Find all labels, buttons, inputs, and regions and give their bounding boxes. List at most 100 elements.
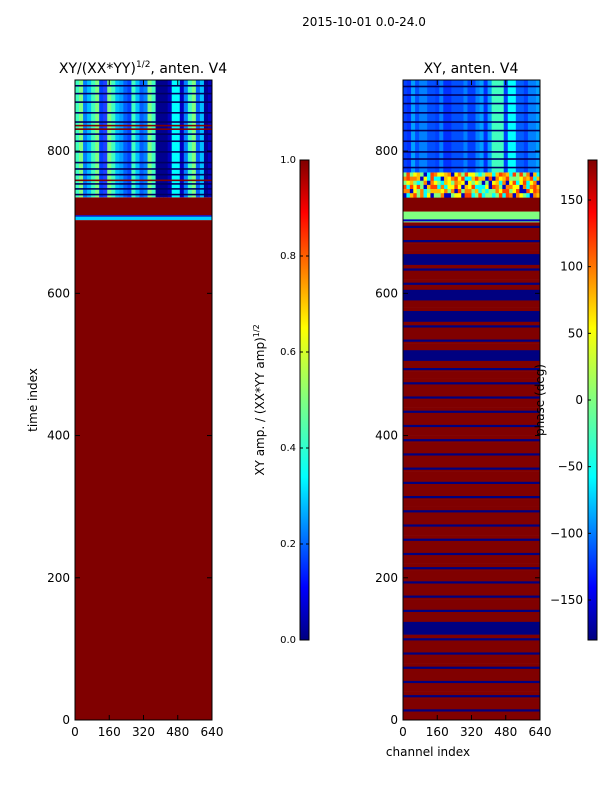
right-mixed-cell — [447, 176, 452, 182]
cb-tick-label: 150 — [560, 193, 583, 207]
right-mixed-cell — [409, 193, 414, 198]
right-upper-strip — [495, 80, 501, 173]
right-xlabel: channel index — [386, 745, 470, 759]
right-mixed-cell — [522, 176, 527, 182]
right-mixed-cell — [457, 193, 462, 198]
right-upper-strip — [447, 80, 452, 173]
right-mixed-cell — [529, 189, 534, 194]
left-upper-line — [75, 84, 212, 87]
right-mixed-cell — [492, 172, 496, 177]
right-mixed-cell — [536, 193, 541, 198]
right-mixed-cell — [468, 180, 472, 186]
right-mixed-cell — [437, 176, 441, 182]
x-tick-label: 0 — [71, 725, 79, 739]
right-mixed-cell — [461, 193, 465, 198]
right-band-line — [403, 524, 540, 527]
right-upper-line — [403, 121, 540, 123]
right-band — [403, 300, 540, 308]
right-mixed-cell — [416, 180, 421, 186]
right-band — [403, 456, 540, 465]
right-band — [403, 328, 540, 337]
right-band — [403, 243, 540, 251]
right-mixed-cell — [498, 180, 503, 186]
right-mixed-cell — [498, 176, 503, 182]
left-upper-strip — [163, 80, 169, 198]
right-mixed-cell — [423, 180, 428, 186]
right-mixed-cell — [478, 189, 483, 194]
right-mixed-cell — [509, 176, 513, 182]
right-mixed-cell — [478, 193, 483, 198]
cb-tick-label: −100 — [550, 526, 583, 540]
right-mixed-cell — [468, 193, 472, 198]
cb-tick-label: 0.6 — [280, 347, 296, 358]
right-mixed-cell — [474, 172, 479, 177]
left-region-middle — [75, 197, 212, 216]
right-band — [403, 385, 540, 394]
right-mixed-cell — [516, 180, 520, 186]
left-upper-line — [75, 188, 212, 190]
right-mixed-cell — [409, 184, 414, 190]
right-band — [403, 528, 540, 536]
right-mixed-cell — [519, 176, 524, 182]
right-mixed-cell — [433, 189, 438, 194]
cb-tick-label: 0.4 — [280, 443, 296, 454]
right-mixed-cell — [516, 193, 520, 198]
right-mixed-cell — [433, 180, 438, 186]
right-mixed-cell — [447, 189, 452, 194]
right-band — [403, 485, 540, 493]
right-mixed-cell — [403, 193, 407, 198]
right-mixed-cell — [420, 172, 424, 177]
left-upper-strip — [75, 80, 80, 198]
left-upper-strip — [139, 80, 144, 198]
right-mixed-cell — [509, 189, 513, 194]
right-mixed-cell — [464, 189, 469, 194]
right-band — [403, 599, 540, 607]
left-upper-strip — [191, 80, 197, 198]
right-mixed-cell — [430, 180, 435, 186]
right-mixed-cell — [516, 184, 520, 190]
right-mixed-cell — [498, 189, 503, 194]
right-mixed-cell — [420, 189, 424, 194]
right-mixed-cell — [457, 184, 462, 190]
right-mixed-cell — [485, 184, 489, 190]
y-tick-label: 0 — [62, 713, 70, 727]
left-upper-strip — [103, 80, 108, 198]
left-upper-line — [75, 183, 212, 185]
right-band — [403, 670, 540, 678]
left-colorbar-gradient — [300, 160, 309, 640]
left-upper-strip — [207, 80, 213, 198]
right-mixed-cell — [529, 193, 534, 198]
left-upper-strip — [183, 80, 189, 198]
right-thick-band — [403, 289, 540, 301]
right-mixed-cell — [533, 176, 537, 182]
right-upper-line — [403, 151, 540, 153]
right-mixed-cell — [413, 180, 417, 186]
right-mixed-cell — [492, 189, 496, 194]
right-mixed-cell — [481, 184, 486, 190]
right-mixed-cell — [488, 180, 493, 186]
right-mixed-cell — [423, 172, 428, 177]
right-mixed-cell — [474, 193, 479, 198]
right-mixed-cell — [433, 176, 438, 182]
right-band — [403, 343, 540, 351]
right-band-line — [403, 339, 540, 342]
cb-tick-label: −150 — [550, 593, 583, 607]
right-mixed-cell — [495, 176, 500, 182]
left-upper-strip — [95, 80, 100, 198]
right-upper-strip — [471, 80, 476, 173]
right-mixed-cell — [444, 193, 448, 198]
right-mixed-cell — [536, 180, 541, 186]
left-stripe-cyan — [75, 216, 212, 221]
right-mixed-cell — [488, 172, 493, 177]
right-upper-strip — [411, 80, 416, 173]
right-mixed-cell — [526, 180, 531, 186]
left-heatmap — [75, 80, 213, 721]
right-ticks: 0 160 320 480 640 0 200 400 600 800 — [375, 80, 551, 739]
right-mixed-cell — [457, 172, 462, 177]
right-mixed-cell — [416, 189, 421, 194]
right-upper-line — [403, 140, 540, 143]
right-colorbar: phase (deg) −150 −100 −50 0 50 100 150 — [533, 159, 598, 641]
right-band-line — [403, 538, 540, 541]
right-mixed-cell — [457, 176, 462, 182]
left-colorbar: 0.0 0.2 0.4 0.6 0.8 1.0 XY amp. / (XX*YY amp)… — [252, 155, 310, 646]
